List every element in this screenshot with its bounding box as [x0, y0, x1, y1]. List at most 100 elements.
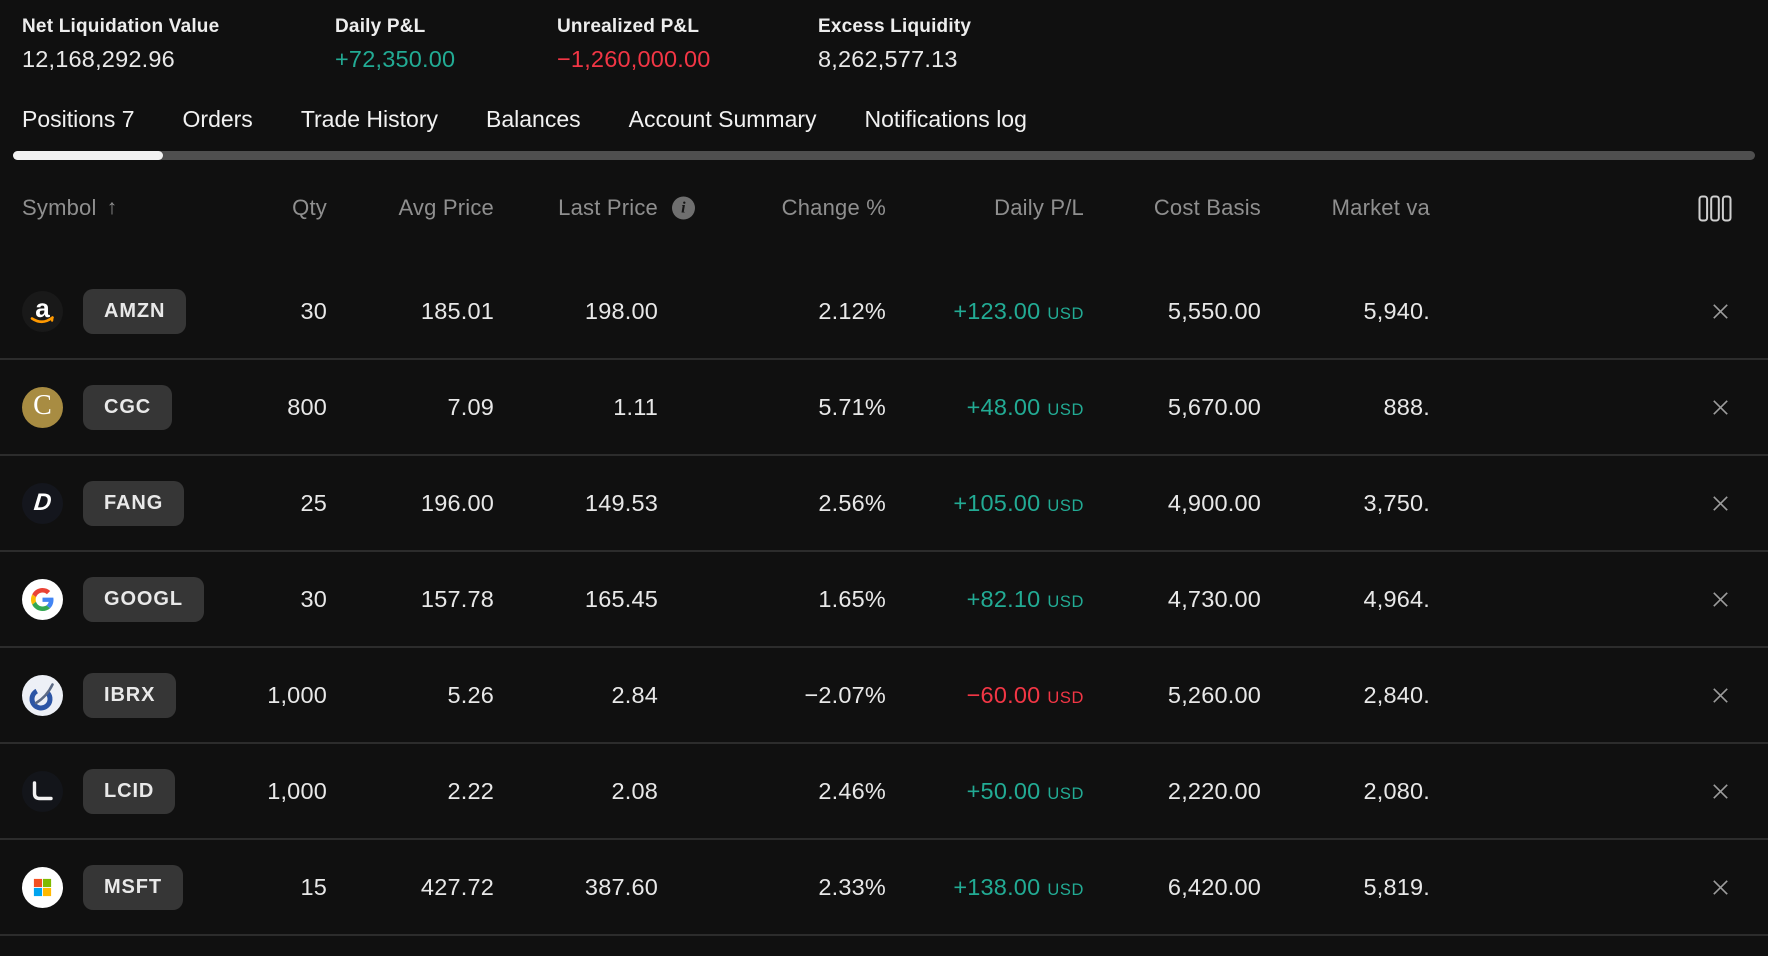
- daily-pl-cell: −60.00 USD: [886, 682, 1084, 709]
- market-value-cell: 2,080.: [1363, 777, 1430, 804]
- column-header-qty[interactable]: Qty: [292, 195, 327, 220]
- ticker-badge[interactable]: IBRX: [83, 672, 177, 718]
- tab-notifications-log[interactable]: Notifications log: [864, 106, 1027, 132]
- close-position-icon[interactable]: [1709, 780, 1732, 803]
- google-logo-icon: [22, 578, 63, 620]
- change-pct-cell: 2.12%: [818, 297, 886, 324]
- avg-price-cell: 185.01: [420, 297, 494, 324]
- column-header-last-price-label: Last Price: [558, 195, 658, 220]
- daily-pl-value: +123.00: [953, 297, 1041, 324]
- cost-basis-cell: 5,670.00: [1167, 393, 1261, 420]
- cost-basis-cell: 4,900.00: [1167, 489, 1261, 516]
- daily-pl-currency: USD: [1047, 592, 1084, 611]
- canopy-logo-icon: C: [22, 386, 63, 428]
- symbol-cell: D FANG: [22, 480, 202, 526]
- stat-value: 8,262,577.13: [818, 46, 958, 72]
- tabbar-scroll-indicator: [13, 151, 1755, 160]
- change-pct-cell: 2.46%: [818, 777, 886, 804]
- change-pct-cell: 5.71%: [818, 393, 886, 420]
- qty-cell: 30: [300, 297, 327, 324]
- info-icon[interactable]: i: [672, 196, 695, 220]
- qty-cell: 25: [300, 489, 327, 516]
- ticker-badge[interactable]: MSFT: [83, 864, 184, 910]
- column-header-symbol[interactable]: Symbol ↑: [22, 195, 202, 221]
- tab-orders[interactable]: Orders: [182, 106, 253, 132]
- stat-value: 12,168,292.96: [22, 46, 175, 72]
- position-row[interactable]: LCID 1,000 2.22 2.08 2.46% +50.00 USD 2,2…: [0, 744, 1768, 840]
- change-pct-cell: 2.33%: [818, 873, 886, 900]
- last-price-cell: 387.60: [584, 873, 658, 900]
- ticker-badge[interactable]: GOOGL: [83, 576, 204, 622]
- market-value-cell: 888.: [1383, 393, 1430, 420]
- ticker-badge[interactable]: AMZN: [83, 288, 187, 334]
- market-value-cell: 3,750.: [1363, 489, 1430, 516]
- qty-cell: 30: [300, 585, 327, 612]
- ticker-badge[interactable]: LCID: [83, 768, 176, 814]
- avg-price-cell: 7.09: [447, 393, 494, 420]
- market-value-cell: 5,940.: [1363, 297, 1430, 324]
- stat-label: Daily P&L: [335, 16, 426, 37]
- daily-pl-value: +138.00: [953, 873, 1041, 900]
- position-row[interactable]: D FANG 25 196.00 149.53 2.56% +105.00 USD…: [0, 456, 1768, 552]
- cost-basis-cell: 5,550.00: [1167, 297, 1261, 324]
- close-cell: [1430, 300, 1768, 323]
- symbol-cell: LCID: [22, 768, 202, 814]
- avg-price-cell: 2.22: [447, 777, 494, 804]
- position-row[interactable]: GOOGL 30 157.78 165.45 1.65% +82.10 USD 4…: [0, 552, 1768, 648]
- close-position-icon[interactable]: [1709, 588, 1732, 611]
- stat-daily-pnl: Daily P&L +72,350.00: [335, 16, 557, 73]
- column-header-cost-basis[interactable]: Cost Basis: [1153, 195, 1261, 220]
- last-price-cell: 1.11: [613, 393, 658, 420]
- active-tab-indicator[interactable]: [13, 151, 163, 160]
- close-position-icon[interactable]: [1709, 300, 1732, 323]
- daily-pl-currency: USD: [1047, 784, 1084, 803]
- daily-pl-value: +50.00: [966, 777, 1041, 804]
- position-row[interactable]: IBRX 1,000 5.26 2.84 −2.07% −60.00 USD 5,…: [0, 648, 1768, 744]
- positions-table-body: a AMZN 30 185.01 198.00 2.12% +123.00 USD…: [0, 264, 1768, 936]
- column-header-last-price[interactable]: Last Price i: [494, 195, 695, 221]
- column-header-market-value[interactable]: Market va: [1331, 195, 1430, 220]
- ticker-badge[interactable]: FANG: [83, 480, 185, 526]
- tabbar-scroll-track[interactable]: [13, 151, 1755, 160]
- last-price-cell: 2.08: [611, 777, 658, 804]
- qty-cell: 800: [287, 393, 327, 420]
- daily-pl-cell: +123.00 USD: [886, 298, 1084, 325]
- change-pct-cell: 1.65%: [818, 585, 886, 612]
- close-position-icon[interactable]: [1709, 492, 1732, 515]
- position-row[interactable]: MSFT 15 427.72 387.60 2.33% +138.00 USD 6…: [0, 840, 1768, 936]
- daily-pl-currency: USD: [1047, 304, 1084, 323]
- symbol-cell: GOOGL: [22, 576, 204, 622]
- column-header-daily-pl[interactable]: Daily P/L: [994, 195, 1084, 220]
- positions-table-header: Symbol ↑ Qty Avg Price Last Price i Chan…: [0, 186, 1768, 230]
- column-header-change-pct[interactable]: Change %: [781, 195, 886, 220]
- amazon-logo-icon: a: [22, 290, 63, 332]
- lucid-logo-icon: [22, 770, 63, 812]
- avg-price-cell: 427.72: [420, 873, 494, 900]
- tab-trade-history[interactable]: Trade History: [300, 106, 438, 132]
- cost-basis-cell: 5,260.00: [1167, 681, 1261, 708]
- tab-positions[interactable]: Positions 7: [22, 106, 135, 132]
- ticker-badge[interactable]: CGC: [83, 384, 173, 430]
- close-position-icon[interactable]: [1709, 876, 1732, 899]
- tab-balances[interactable]: Balances: [486, 106, 581, 132]
- daily-pl-cell: +82.10 USD: [886, 586, 1084, 613]
- column-settings: [1430, 195, 1768, 222]
- daily-pl-currency: USD: [1047, 496, 1084, 515]
- close-position-icon[interactable]: [1709, 684, 1732, 707]
- position-row[interactable]: C CGC 800 7.09 1.11 5.71% +48.00 USD 5,67…: [0, 360, 1768, 456]
- columns-settings-icon[interactable]: [1698, 195, 1732, 222]
- daily-pl-value: +105.00: [953, 489, 1041, 516]
- daily-pl-cell: +50.00 USD: [886, 778, 1084, 805]
- avg-price-cell: 157.78: [420, 585, 494, 612]
- daily-pl-currency: USD: [1047, 400, 1084, 419]
- close-position-icon[interactable]: [1709, 396, 1732, 419]
- market-value-cell: 5,819.: [1363, 873, 1430, 900]
- column-header-avg-price[interactable]: Avg Price: [398, 195, 494, 220]
- symbol-cell: C CGC: [22, 384, 202, 430]
- tab-account-summary[interactable]: Account Summary: [628, 106, 817, 132]
- daily-pl-cell: +105.00 USD: [886, 490, 1084, 517]
- position-row[interactable]: a AMZN 30 185.01 198.00 2.12% +123.00 USD…: [0, 264, 1768, 360]
- section-tabs: Positions 7 Orders Trade History Balance…: [0, 106, 1768, 133]
- stat-net-liquidation: Net Liquidation Value 12,168,292.96: [22, 16, 335, 73]
- daily-pl-value: −60.00: [966, 681, 1041, 708]
